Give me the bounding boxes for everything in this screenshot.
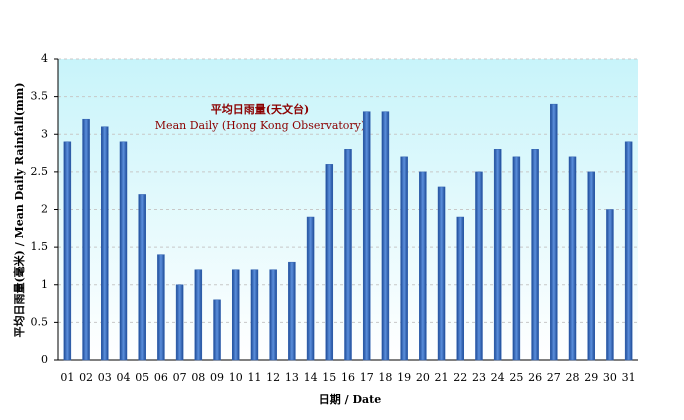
bar: [101, 126, 109, 361]
bar: [624, 141, 633, 361]
y-tick-label: 4: [41, 52, 48, 65]
legend-text: 平均日雨量(天文台): [211, 102, 309, 116]
x-tick-label: 24: [491, 371, 505, 384]
bar: [493, 149, 502, 361]
bar: [587, 171, 595, 361]
x-tick-label: 26: [528, 371, 542, 384]
x-tick-label: 05: [135, 371, 149, 384]
x-tick-label: 22: [453, 371, 467, 384]
bar: [306, 216, 315, 361]
x-tick-label: 06: [154, 371, 168, 384]
bar: [213, 299, 221, 361]
x-tick-label: 02: [79, 371, 93, 384]
bar: [82, 118, 90, 361]
x-tick-label: 20: [416, 371, 430, 384]
bar: [269, 269, 277, 361]
y-tick-label: 0: [41, 353, 48, 366]
bar: [250, 269, 259, 361]
bar: [157, 254, 165, 361]
bar: [175, 284, 184, 361]
bar: [344, 149, 352, 361]
bar: [194, 269, 203, 361]
x-tick-label: 25: [509, 371, 523, 384]
y-axis-label: 平均日雨量(毫米) / Mean Daily Rainfall(mm): [12, 82, 26, 337]
y-tick-label: 2.5: [31, 165, 49, 178]
x-tick-label: 30: [603, 371, 617, 384]
x-tick-label: 07: [173, 371, 187, 384]
y-tick-label: 0.5: [31, 315, 49, 328]
x-tick-label: 27: [547, 371, 561, 384]
y-tick-label: 1.5: [31, 240, 49, 253]
x-tick-label: 29: [584, 371, 598, 384]
x-tick-label: 19: [397, 371, 411, 384]
bar: [531, 149, 539, 361]
x-tick-label: 21: [435, 371, 449, 384]
x-tick-label: 12: [266, 371, 280, 384]
bar: [437, 186, 446, 361]
x-tick-label: 28: [566, 371, 580, 384]
bar: [475, 171, 483, 361]
x-tick-label: 15: [322, 371, 336, 384]
x-tick-label: 04: [116, 371, 130, 384]
bar: [381, 111, 390, 361]
bar: [456, 216, 465, 361]
x-tick-label: 23: [472, 371, 486, 384]
bar: [288, 261, 296, 361]
x-tick-label: 08: [191, 371, 205, 384]
x-tick-label: 10: [229, 371, 243, 384]
legend-text: Mean Daily (Hong Kong Observatory): [155, 119, 365, 132]
x-tick-label: 09: [210, 371, 224, 384]
x-axis-label: 日期 / Date: [319, 392, 381, 406]
x-tick-label: 11: [247, 371, 261, 384]
x-tick-label: 18: [378, 371, 392, 384]
y-tick-label: 3: [41, 127, 48, 140]
bar: [325, 164, 334, 361]
x-tick-label: 14: [304, 371, 318, 384]
bar: [550, 103, 558, 361]
bar: [362, 111, 371, 361]
bar: [568, 156, 577, 361]
y-tick-label: 2: [41, 203, 48, 216]
x-tick-label: 17: [360, 371, 374, 384]
x-tick-label: 01: [60, 371, 74, 384]
bar: [63, 141, 72, 361]
x-tick-label: 13: [285, 371, 299, 384]
bar: [231, 269, 240, 361]
y-tick-label: 3.5: [31, 90, 49, 103]
y-tick-label: 1: [41, 278, 48, 291]
bar: [400, 156, 408, 361]
bar: [138, 194, 146, 361]
bar: [119, 141, 128, 361]
x-tick-label: 16: [341, 371, 355, 384]
x-tick-label: 03: [98, 371, 112, 384]
x-tick-label: 31: [622, 371, 636, 384]
bar: [512, 156, 521, 361]
bar: [606, 209, 614, 361]
bar: [419, 171, 427, 361]
